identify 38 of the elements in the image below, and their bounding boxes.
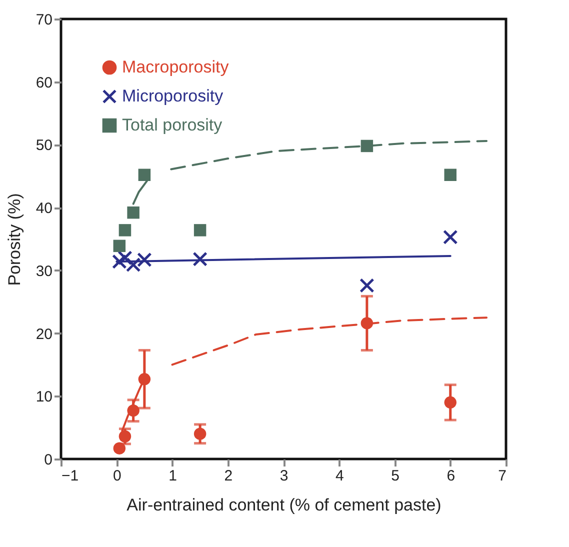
- line-series: [171, 316, 488, 366]
- x-axis-title: Air-entrained content (% of cement paste): [126, 496, 442, 514]
- point: [360, 278, 374, 293]
- y-tick-label: 50: [36, 137, 52, 154]
- y-tick-label: 70: [36, 12, 52, 28]
- point: [138, 168, 151, 182]
- x-tick-label: 1: [168, 468, 177, 484]
- x-tick-label: −1: [62, 468, 79, 484]
- y-tick-label: 60: [36, 74, 52, 92]
- point: [137, 252, 152, 268]
- line-series: [170, 140, 488, 170]
- legend-label: Microporosity: [122, 86, 224, 106]
- point: [192, 252, 208, 266]
- point: [194, 428, 206, 440]
- point: [194, 224, 206, 236]
- point: [127, 206, 140, 219]
- x-tick-label: 0: [112, 468, 122, 484]
- y-tick-label: 20: [36, 326, 52, 343]
- point: [118, 250, 132, 266]
- x-tick-label: 4: [335, 468, 344, 484]
- y-tick-label: 10: [36, 388, 52, 406]
- legend-label: Macroporosity: [122, 58, 230, 76]
- x-tick-label: 7: [498, 468, 506, 484]
- point: [113, 442, 126, 454]
- point: [443, 230, 458, 244]
- y-tick-label: 0: [44, 452, 52, 468]
- legend-label: Total porosity: [122, 116, 223, 134]
- x-tick-label: 2: [224, 468, 233, 484]
- point: [113, 240, 126, 252]
- point: [118, 224, 132, 236]
- x-tick-label: 6: [446, 468, 456, 484]
- y-tick-label: 40: [36, 200, 52, 218]
- x-tick-label: 5: [391, 468, 400, 484]
- y-axis-title: Porosity (%): [4, 193, 24, 286]
- point: [444, 396, 456, 409]
- point: [444, 168, 456, 182]
- x-tick-label: 3: [280, 468, 288, 484]
- y-tick-label: 30: [36, 262, 52, 280]
